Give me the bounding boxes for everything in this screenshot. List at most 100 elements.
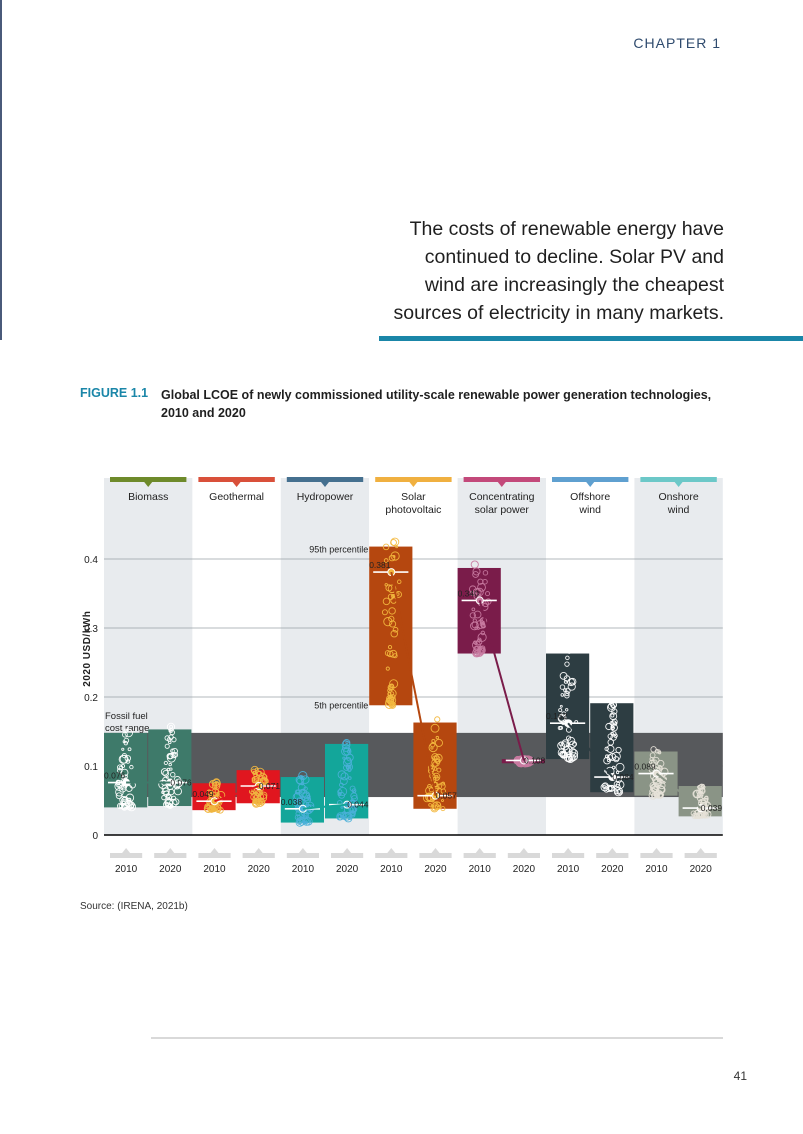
project-point <box>385 666 390 671</box>
project-point <box>211 778 221 788</box>
range-bar-2020 <box>148 729 192 807</box>
project-point <box>611 708 618 715</box>
project-point <box>387 584 397 594</box>
year-axis-pointer <box>387 848 396 853</box>
project-point <box>395 545 399 549</box>
project-point <box>613 781 621 788</box>
project-point <box>123 737 130 744</box>
project-point <box>300 775 310 784</box>
technology-header-bar <box>110 477 187 482</box>
project-point <box>472 567 481 576</box>
year-axis-marker <box>552 853 585 858</box>
y-tick-label: 0.1 <box>84 762 98 773</box>
project-point <box>351 788 357 794</box>
project-point <box>349 809 356 817</box>
average-value-label: 0.044 <box>347 800 369 810</box>
project-point <box>479 618 483 622</box>
technology-header-pointer <box>497 482 506 487</box>
year-axis-marker <box>684 853 717 858</box>
technology-header-pointer <box>409 482 418 487</box>
project-point <box>482 570 489 576</box>
year-axis-marker <box>375 853 408 858</box>
project-point <box>382 543 390 551</box>
project-point <box>340 772 349 781</box>
project-point <box>434 716 441 723</box>
x-tick-label: 2020 <box>690 864 713 875</box>
project-point <box>337 792 342 797</box>
x-tick-label: 2020 <box>601 864 624 875</box>
project-point <box>569 754 577 762</box>
pullquote-line: The costs of renewable energy have <box>409 218 724 240</box>
average-value-label: 0.381 <box>369 560 391 570</box>
project-point <box>118 765 123 771</box>
technology-header-pointer <box>144 482 153 487</box>
year-axis-pointer <box>608 848 617 853</box>
year-axis-pointer <box>696 848 705 853</box>
project-point <box>168 762 172 767</box>
project-point <box>343 758 353 768</box>
project-point <box>559 725 563 730</box>
weighted-average-marker <box>254 782 263 791</box>
project-point <box>392 653 398 659</box>
year-axis-pointer <box>475 848 484 853</box>
project-point <box>610 713 615 718</box>
project-point <box>387 695 393 700</box>
project-point <box>472 587 482 597</box>
project-point <box>565 743 569 747</box>
project-point <box>392 554 396 558</box>
project-point <box>469 612 476 619</box>
project-point <box>611 765 616 770</box>
year-axis-marker <box>331 853 364 858</box>
project-point <box>297 783 306 792</box>
project-point <box>295 789 301 795</box>
project-point <box>127 801 135 809</box>
project-point <box>351 795 358 802</box>
project-point <box>615 770 620 775</box>
project-point <box>698 799 703 803</box>
project-point <box>469 585 477 593</box>
project-point <box>435 735 440 740</box>
project-point <box>170 804 174 808</box>
left-margin-rule <box>0 0 2 340</box>
project-point <box>164 743 170 749</box>
project-point <box>163 760 168 766</box>
project-point <box>441 799 444 803</box>
project-point <box>608 752 617 761</box>
project-point <box>339 777 348 786</box>
project-point <box>701 812 709 819</box>
project-point <box>117 767 123 774</box>
technology-name: photovoltaic <box>385 504 441 516</box>
project-point <box>214 781 220 786</box>
trend-connector <box>655 772 702 809</box>
project-point <box>165 793 171 799</box>
figure-title: Global LCOE of newly commissioned utilit… <box>161 388 712 420</box>
technology-header-pointer <box>586 482 595 487</box>
project-point <box>698 812 705 819</box>
project-point <box>565 755 573 763</box>
project-point <box>169 767 173 771</box>
technology-header-bar <box>198 477 275 482</box>
x-tick-label: 2020 <box>336 864 359 875</box>
footer-rule <box>151 1037 723 1039</box>
project-point <box>342 811 346 815</box>
project-point <box>559 704 563 708</box>
year-axis-marker <box>110 853 143 858</box>
project-point <box>435 804 441 810</box>
project-point <box>478 647 483 651</box>
x-tick-label: 2010 <box>115 864 138 875</box>
project-point <box>396 579 402 585</box>
project-point <box>204 805 213 813</box>
project-point <box>303 786 308 791</box>
project-point <box>115 792 123 800</box>
project-point <box>441 781 446 786</box>
project-point <box>254 778 259 784</box>
pullquote-line: sources of electricity in many markets. <box>393 302 724 324</box>
fossil-fuel-label: Fossil fuel <box>105 711 148 722</box>
project-point <box>349 805 358 813</box>
project-point <box>610 731 614 736</box>
project-point <box>170 771 176 778</box>
technology-name: Hydropower <box>297 491 354 503</box>
project-point <box>607 784 615 792</box>
project-point <box>337 814 342 819</box>
figure-label: FIGURE 1.1 <box>80 386 149 400</box>
